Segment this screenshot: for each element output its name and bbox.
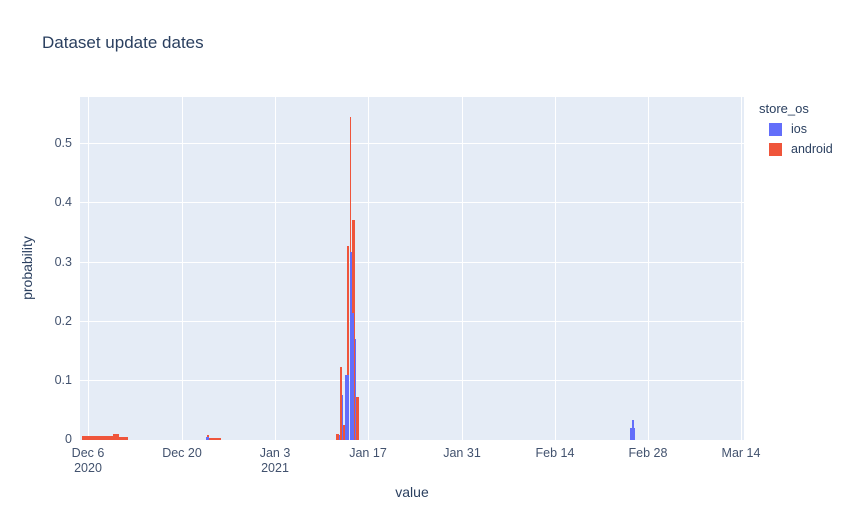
legend-label: ios bbox=[791, 122, 807, 136]
x-tick-date: Dec 6 bbox=[71, 446, 105, 460]
histogram-bar-ios bbox=[341, 395, 344, 440]
legend-title: store_os bbox=[759, 101, 809, 116]
histogram-bar-android bbox=[346, 245, 350, 440]
x-tick-label: Mar 14 bbox=[722, 446, 761, 461]
x-tick-label: Jan 3 2021 bbox=[260, 446, 291, 476]
x-tick-label: Dec 6 2020 bbox=[72, 446, 105, 476]
legend-item-ios[interactable]: ios bbox=[769, 122, 833, 136]
y-tick-label: 0.1 bbox=[54, 373, 72, 387]
histogram-bar-android bbox=[343, 425, 346, 440]
legend-item-android[interactable]: android bbox=[769, 142, 833, 156]
x-tick-date: Mar 14 bbox=[721, 446, 761, 460]
gridline-horizontal bbox=[80, 380, 744, 382]
legend-label: android bbox=[791, 142, 833, 156]
gridline-horizontal bbox=[80, 202, 744, 204]
x-tick-label: Jan 17 bbox=[349, 446, 387, 461]
gridline-vertical bbox=[182, 97, 184, 440]
y-axis-title: probability bbox=[19, 236, 35, 300]
x-tick-label: Feb 14 bbox=[536, 446, 575, 461]
histogram-bar-ios bbox=[206, 436, 210, 440]
histogram-bar-android bbox=[356, 396, 359, 440]
x-tick-label: Feb 28 bbox=[629, 446, 668, 461]
x-tick-label: Dec 20 bbox=[162, 446, 202, 461]
x-tick-label: Jan 31 bbox=[443, 446, 481, 461]
histogram-bar-ios bbox=[349, 252, 352, 440]
gridline-vertical bbox=[555, 97, 557, 440]
x-tick-date: Dec 20 bbox=[162, 446, 202, 460]
histogram-bar-android bbox=[119, 436, 128, 440]
gridline-horizontal bbox=[80, 321, 744, 323]
x-tick-year: 2021 bbox=[261, 461, 289, 475]
x-tick-date: Jan 31 bbox=[443, 446, 481, 460]
legend-items: ios android bbox=[759, 122, 833, 156]
gridline-vertical bbox=[648, 97, 650, 440]
y-tick-label: 0 bbox=[65, 432, 72, 446]
gridline-horizontal bbox=[80, 262, 744, 264]
histogram-bar-android bbox=[113, 434, 119, 440]
y-tick-label: 0.3 bbox=[54, 255, 72, 269]
chart-title: Dataset update dates bbox=[42, 33, 204, 52]
gridline-vertical bbox=[275, 97, 277, 440]
plot-area[interactable] bbox=[80, 97, 744, 440]
x-tick-date: Feb 28 bbox=[628, 446, 668, 460]
histogram-bar-ios bbox=[632, 420, 634, 440]
y-tick-label: 0.2 bbox=[54, 314, 72, 328]
histogram-bar-ios bbox=[351, 313, 355, 440]
x-tick-date: Jan 3 bbox=[259, 446, 291, 460]
gridline-horizontal bbox=[80, 143, 744, 145]
histogram-bar-ios bbox=[344, 375, 350, 440]
gridline-vertical bbox=[88, 97, 90, 440]
x-tick-year: 2020 bbox=[74, 461, 102, 475]
legend: store_os ios android bbox=[759, 101, 833, 162]
histogram-bar-android bbox=[82, 436, 113, 440]
y-tick-label: 0.5 bbox=[54, 136, 72, 150]
gridline-vertical bbox=[462, 97, 464, 440]
x-tick-date: Jan 17 bbox=[349, 446, 387, 460]
legend-swatch-ios bbox=[769, 122, 782, 136]
histogram-bar-ios bbox=[339, 434, 342, 440]
histogram-bar-android bbox=[209, 438, 222, 440]
x-axis-title: value bbox=[395, 484, 429, 500]
gridline-vertical bbox=[741, 97, 743, 440]
y-tick-label: 0.4 bbox=[54, 195, 72, 209]
histogram-bar-android bbox=[336, 433, 340, 440]
legend-swatch-android bbox=[769, 142, 782, 156]
x-tick-date: Feb 14 bbox=[535, 446, 575, 460]
histogram-bar-android bbox=[340, 366, 342, 440]
gridline-vertical bbox=[368, 97, 370, 440]
